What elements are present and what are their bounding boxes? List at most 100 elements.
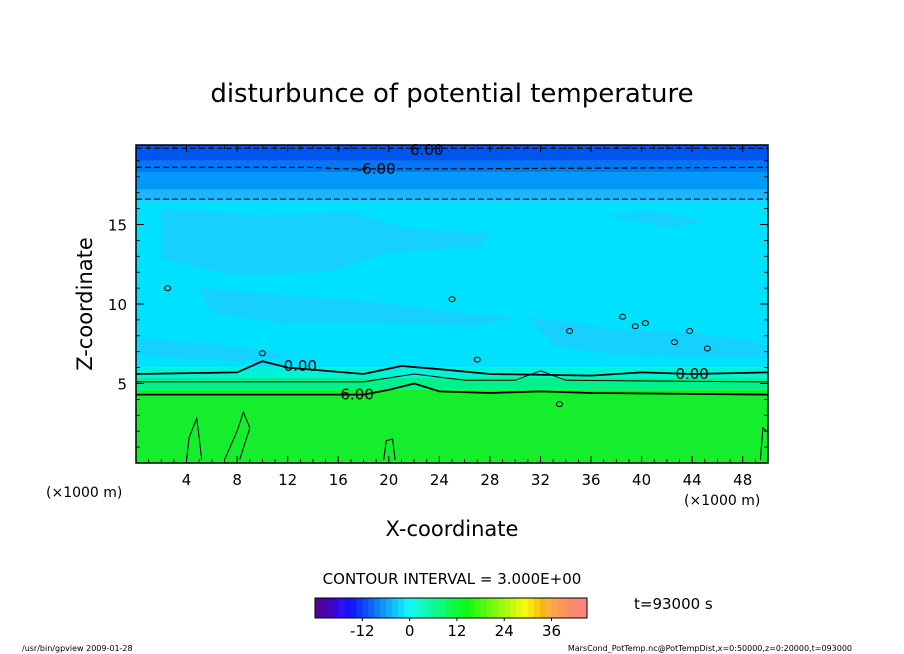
time-label: t=93000 s — [634, 595, 713, 613]
colorbar-cell-3 — [332, 598, 339, 618]
x-tick-label-28: 28 — [480, 471, 499, 489]
colorbar-cell-4 — [338, 598, 345, 618]
colorbar-cell-42 — [563, 598, 570, 618]
band-5 — [136, 367, 768, 378]
contour-label-0: 6.00 — [410, 141, 443, 159]
colorbar-cell-15 — [403, 598, 410, 618]
colorbar-tick-label-12: 12 — [447, 622, 466, 640]
colorbar-cell-30 — [492, 598, 499, 618]
patch-2 — [139, 338, 288, 362]
colorbar-cell-38 — [539, 598, 546, 618]
colorbar-cell-34 — [516, 598, 523, 618]
contour-blob-3 — [619, 313, 627, 320]
contour-plume-1 — [186, 416, 203, 460]
contour-plume-2 — [224, 410, 251, 461]
colorbar-cell-28 — [480, 598, 487, 618]
y-tick-label-15: 15 — [108, 217, 127, 235]
colorbar-cell-32 — [504, 598, 511, 618]
contour-blob-7 — [670, 339, 678, 346]
x-tick-label-32: 32 — [531, 471, 550, 489]
colorbar-tick-label--12: -12 — [350, 622, 375, 640]
plot-area — [136, 145, 768, 463]
colorbar-cell-8 — [362, 598, 369, 618]
colorbar-tick-label-36: 36 — [542, 622, 561, 640]
colorbar-cell-27 — [474, 598, 481, 618]
disturbance-patches — [139, 208, 766, 362]
colorbar-frame — [314, 597, 588, 619]
contour-zero — [136, 360, 768, 377]
colorbar-cell-22 — [445, 598, 452, 618]
x-axis-label: X-coordinate — [386, 517, 519, 541]
colorbar-cell-1 — [320, 598, 328, 618]
colorbar-cell-17 — [415, 598, 422, 618]
colorbar-cell-29 — [486, 598, 493, 618]
x-tick-label-12: 12 — [278, 471, 297, 489]
patch-1 — [199, 288, 516, 327]
colorbar-cell-7 — [356, 598, 363, 618]
band-0 — [136, 145, 768, 161]
colorbar-cell-2 — [326, 598, 334, 618]
contour-interval-text: CONTOUR INTERVAL = 3.000E+00 — [323, 570, 582, 588]
colorbar-cell-13 — [391, 598, 399, 618]
colorbar-cell-43 — [569, 598, 576, 618]
footer-left: /usr/bin/gpview 2009-01-28 — [22, 644, 133, 653]
contour-blob-11 — [555, 401, 563, 408]
colorbar-cell-36 — [527, 598, 535, 618]
contour-6 — [136, 382, 768, 396]
colorbar-cell-6 — [350, 598, 357, 618]
patch-3 — [527, 316, 766, 359]
colorbar-cell-14 — [397, 598, 404, 618]
contour-labels: 6.00 -6.00 0.00 0.00 6.00 — [284, 141, 709, 404]
contour-label-4: 6.00 — [340, 386, 373, 404]
contour-label-1: -6.00 — [357, 160, 396, 178]
colorbar-cell-35 — [521, 598, 529, 618]
contour-blob-1 — [448, 296, 456, 303]
x-tick-label-8: 8 — [232, 471, 242, 489]
colorbar — [315, 598, 588, 618]
band-2 — [136, 172, 768, 190]
colorbar-cell-25 — [462, 598, 470, 618]
x-tick-label-24: 24 — [430, 471, 449, 489]
chart-title: disturbunce of potential temperature — [210, 79, 693, 109]
colorbar-cell-40 — [551, 598, 558, 618]
colorbar-cell-24 — [456, 598, 464, 618]
colorbar-cell-5 — [344, 598, 351, 618]
patch-4 — [603, 211, 705, 228]
colorbar-cell-39 — [545, 598, 552, 618]
contour-plume-4 — [759, 426, 768, 460]
band-3 — [136, 189, 768, 201]
x-tick-label-40: 40 — [632, 471, 651, 489]
contour-blob-6 — [686, 328, 694, 335]
colorbar-cell-18 — [421, 598, 428, 618]
y-tick-label-5: 5 — [117, 376, 127, 394]
colorbar-ticks: -12 0 12 24 36 — [350, 618, 561, 640]
colorbar-cell-20 — [433, 598, 440, 618]
colorbar-cell-16 — [409, 598, 416, 618]
y-axis-ticks: 5 10 15 — [108, 160, 768, 448]
x-tick-label-16: 16 — [329, 471, 348, 489]
contour-blob-4 — [631, 323, 639, 330]
colorbar-cell-45 — [581, 598, 588, 618]
x-tick-label-48: 48 — [733, 471, 752, 489]
band-1 — [136, 160, 768, 173]
colorbar-tick-label-24: 24 — [495, 622, 514, 640]
x-axis-ticks: 4 8 12 16 20 24 28 32 36 40 44 48 — [148, 145, 756, 489]
contour-blob-10 — [258, 350, 266, 357]
y-tick-label-10: 10 — [108, 296, 127, 314]
footer-right: MarsCond_PotTemp.nc@PotTempDist,x=0:5000… — [568, 644, 852, 653]
y-axis-label: Z-coordinate — [73, 237, 97, 371]
colorbar-cell-41 — [557, 598, 564, 618]
colorbar-cell-33 — [510, 598, 517, 618]
contour-blob-0 — [164, 285, 172, 292]
colorbar-cell-10 — [374, 598, 381, 618]
colorbar-cell-23 — [451, 598, 458, 618]
colorbar-cell-0 — [315, 598, 322, 618]
contour-neg6 — [136, 166, 768, 170]
contour-lines — [136, 147, 768, 461]
x-tick-label-36: 36 — [581, 471, 600, 489]
patch-0 — [161, 208, 490, 276]
contour-label-2: 0.00 — [284, 357, 317, 375]
colorbar-cell-12 — [385, 598, 393, 618]
x-unit-left: (×1000 m) — [46, 485, 122, 501]
